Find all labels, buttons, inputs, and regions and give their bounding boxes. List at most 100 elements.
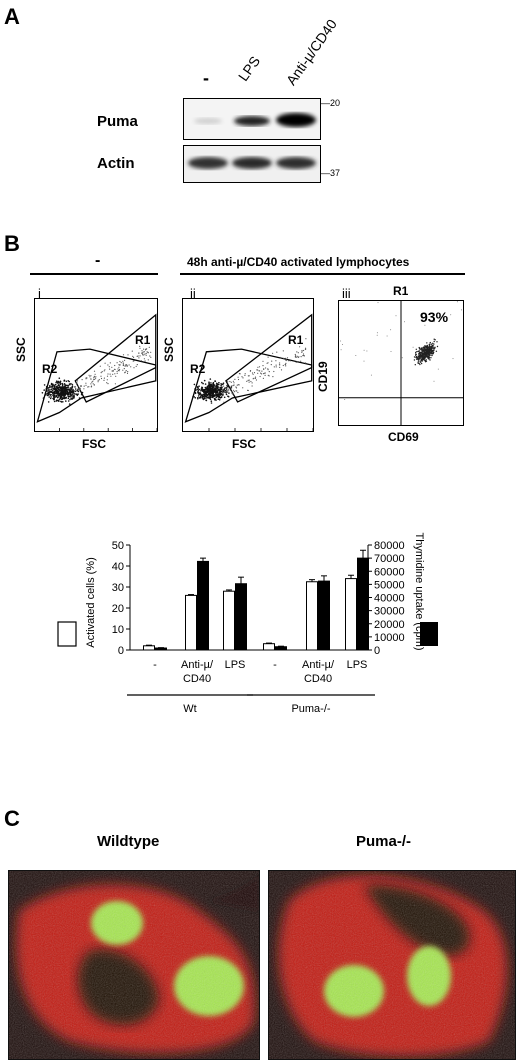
event-dot [210, 402, 213, 404]
event-dot [50, 386, 52, 388]
event-dot [57, 396, 59, 398]
gate-r1-outline [74, 313, 157, 403]
event-dot [297, 352, 299, 354]
event-dot [201, 381, 203, 384]
event-dot [273, 366, 275, 368]
event-dot [66, 392, 68, 395]
event-dot [55, 395, 58, 398]
event-dot [63, 394, 66, 397]
event-dot [78, 397, 81, 399]
event-dot [284, 363, 287, 365]
event-dot [426, 345, 428, 348]
event-dot [432, 345, 434, 347]
event-dot [254, 377, 256, 379]
category-label: Anti-µ/ [302, 659, 335, 671]
event-dot [143, 348, 145, 350]
event-dot [271, 360, 273, 362]
event-dot [81, 391, 84, 394]
event-dot [59, 380, 62, 383]
event-dot [395, 315, 397, 317]
flow-plot-i [34, 298, 158, 432]
event-dot [53, 391, 56, 393]
event-dot [422, 348, 424, 351]
event-dot [241, 376, 243, 378]
event-dot [69, 387, 72, 389]
event-dot [246, 380, 248, 382]
event-dot [94, 373, 96, 375]
event-dot [263, 373, 265, 375]
event-dot [417, 355, 419, 357]
event-dot [220, 388, 223, 391]
event-dot [226, 390, 228, 392]
bar-activated [223, 590, 235, 651]
event-dot [429, 349, 431, 351]
event-dot [199, 392, 202, 394]
event-dot [204, 383, 207, 385]
event-dot [434, 339, 436, 341]
event-dot [71, 386, 73, 389]
event-dot [126, 364, 128, 366]
event-dot [214, 388, 217, 390]
event-dot [143, 354, 145, 356]
event-dot [67, 393, 70, 396]
event-dot [55, 399, 58, 401]
bar-activated [143, 645, 155, 651]
event-dot [141, 350, 143, 352]
event-dot [46, 390, 48, 392]
event-dot [219, 397, 222, 399]
event-dot [286, 357, 289, 359]
event-dot [76, 382, 78, 384]
flow-plot-ii-gate-r1: R1 [288, 333, 304, 347]
event-dot [83, 388, 85, 390]
event-dot [428, 344, 430, 346]
event-dot [432, 350, 434, 352]
event-dot [215, 396, 218, 398]
event-dot [211, 388, 213, 391]
event-dot [267, 362, 269, 364]
event-dot [85, 384, 87, 386]
event-dot [424, 360, 427, 362]
event-dot [421, 358, 423, 361]
event-dot [428, 354, 431, 356]
event-dot [423, 348, 425, 351]
event-dot [233, 384, 235, 386]
panel-letter-c: C [4, 806, 20, 831]
event-dot [127, 354, 129, 356]
event-dot [265, 367, 267, 369]
event-dot [247, 379, 249, 381]
event-dot [426, 351, 428, 354]
event-dot [421, 353, 423, 355]
event-dot [232, 392, 234, 394]
blot-row-label-puma: Puma [97, 113, 138, 130]
event-dot [215, 389, 218, 391]
event-dot [294, 353, 296, 356]
event-dot [50, 388, 53, 390]
event-dot [414, 364, 416, 366]
event-dot [224, 389, 227, 392]
event-dot [257, 369, 259, 371]
event-dot [64, 386, 67, 389]
event-dot [267, 356, 269, 358]
event-dot [116, 372, 118, 374]
event-dot [139, 355, 141, 357]
event-dot [76, 380, 79, 382]
event-dot [60, 401, 63, 403]
event-dot [213, 388, 216, 390]
event-dot [429, 347, 431, 349]
event-dot [197, 392, 199, 394]
event-dot [52, 395, 55, 398]
event-dot [285, 365, 287, 367]
event-dot [116, 370, 118, 373]
event-dot [376, 334, 378, 336]
event-dot [94, 376, 96, 378]
event-dot [61, 396, 63, 399]
micrograph-wildtype [8, 870, 260, 1060]
event-dot [275, 366, 277, 368]
event-dot [49, 389, 51, 391]
event-dot [208, 392, 210, 395]
flow-plot-iii-ylabel: CD19 [316, 361, 330, 392]
event-dot [225, 387, 227, 389]
flow-plot-iii [338, 300, 464, 426]
event-dot [61, 394, 63, 396]
flow-group-left-label: - [95, 252, 101, 269]
